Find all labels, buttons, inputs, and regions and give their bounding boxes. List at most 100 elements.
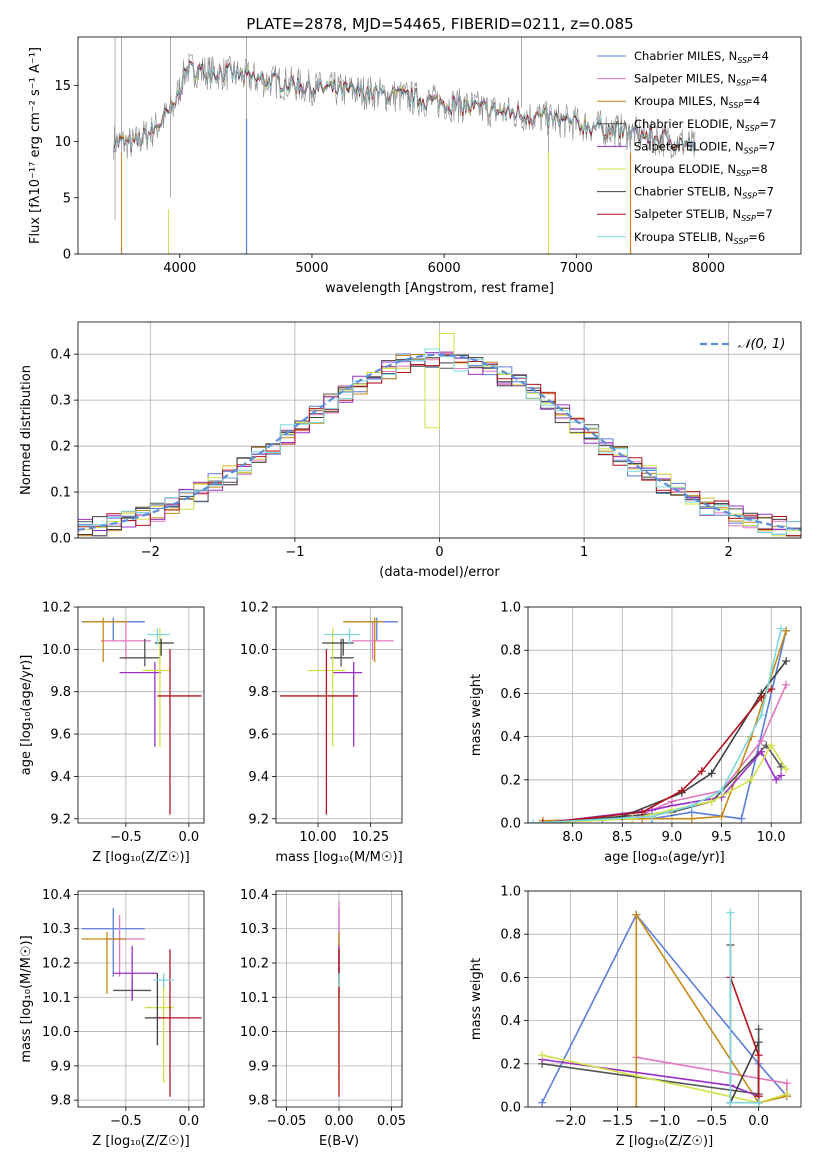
- panel-residuals: −2 −1 0 1 2 0.0 0.1 0.2 0.3 0.4 (data-model)/error…: [19, 321, 802, 580]
- x-tick-label: −1: [285, 545, 304, 560]
- y-tick-label: 0.8: [500, 644, 521, 659]
- panel-weight-vs-age: 8.0 8.5 9.0 9.5 10.0 0.0 0.2 0.4 0.6 0.8 1.0 age [l…: [469, 601, 802, 865]
- series-line: [542, 743, 782, 823]
- errorbar-point: [147, 628, 170, 646]
- series-line: [542, 630, 787, 822]
- legend-entry: Salpeter STELIB, NSSP=7: [634, 207, 773, 223]
- series-marker: [757, 693, 766, 702]
- series-marker: [782, 626, 791, 635]
- x-tick-label: 1: [580, 545, 588, 560]
- normal-curve: [78, 353, 801, 531]
- legend-label: Chabrier MILES, N: [634, 49, 737, 63]
- axes: 10.00 10.25 9.2 9.4 9.6 9.8 10.0 10.2 mass [log₁…: [240, 601, 403, 866]
- errorbar-point: [81, 617, 145, 641]
- gridlines: [78, 891, 204, 1107]
- x-tick-label: −0.5: [110, 830, 142, 845]
- y-tick-label: 10.2: [42, 957, 71, 972]
- series-marker: [747, 775, 756, 784]
- legend-label: Kroupa MILES, N: [634, 94, 729, 108]
- x-tick-label: 0.0: [179, 830, 200, 845]
- panel-age-vs-z: −0.5 0.0 9.2 9.4 9.6 9.8 10.0 10.2 Z [log₁₀(Z/Z☉…: [19, 601, 205, 865]
- x-tick-label: 0: [435, 545, 443, 560]
- legend-entry: 𝒩(0, 1): [738, 337, 785, 352]
- y-tick-label: 10.2: [240, 957, 269, 972]
- x-tick-label: 2: [725, 545, 733, 560]
- x-tick-label: 10.25: [352, 830, 389, 845]
- y-tick-label: 15: [54, 79, 71, 94]
- x-tick-label: 0.05: [377, 1114, 406, 1129]
- axes: −2 −1 0 1 2 0.0 0.1 0.2 0.3 0.4 (data-model)/error…: [19, 321, 802, 580]
- series-marker: [782, 680, 791, 689]
- panel-spectrum: 4000 5000 6000 7000 8000 0 5 10 15 wavelength [An…: [28, 15, 802, 296]
- plot-area: [528, 624, 791, 823]
- x-tick-label: −0.05: [267, 1114, 307, 1129]
- errorbar-point: [343, 617, 384, 663]
- x-tick-label: −0.5: [110, 1114, 142, 1129]
- x-axis-label: Z [log₁₀(Z/Z☉)]: [92, 1134, 189, 1149]
- axes: 8.0 8.5 9.0 9.5 10.0 0.0 0.2 0.4 0.6 0.8 1.0 age [l…: [469, 601, 802, 865]
- series-marker: [726, 1098, 735, 1107]
- errorbar-point: [322, 638, 354, 656]
- legend-label: Kroupa ELODIE, N: [634, 162, 736, 176]
- axes-frame: [77, 890, 205, 1108]
- legend-label: Salpeter ELODIE, N: [634, 139, 744, 153]
- series-line: [542, 630, 787, 823]
- series-line: [532, 628, 782, 823]
- y-tick-label: 0.0: [500, 817, 521, 832]
- x-tick-label: 8000: [692, 261, 725, 276]
- y-axis-label: age [log₁₀(age/yr)]: [19, 655, 34, 776]
- legend-tail: =4: [751, 72, 768, 86]
- legend-sub: SSP: [745, 124, 760, 133]
- x-tick-label: 10.0: [757, 830, 786, 845]
- y-tick-label: 0.8: [500, 928, 521, 943]
- errorbar-point: [144, 973, 174, 1083]
- series-marker: [754, 1025, 763, 1034]
- x-tick-label: 4000: [163, 261, 196, 276]
- series-line: [541, 1058, 759, 1097]
- series-marker: [767, 685, 776, 694]
- axes-frame: [527, 606, 802, 824]
- panel-mass-vs-z: −0.5 0.0 9.8 9.9 10.0 10.1 10.2 10.3 10.4 Z [log₁…: [19, 888, 205, 1149]
- spectrum-model-line: [113, 62, 695, 155]
- x-tick-label: 0.0: [179, 1114, 200, 1129]
- legend-tail: =4: [752, 49, 769, 63]
- y-tick-label: 10.4: [42, 888, 71, 903]
- axes: −0.5 0.0 9.8 9.9 10.0 10.1 10.2 10.3 10.4 Z [log₁…: [19, 888, 205, 1149]
- histogram-series: [78, 348, 801, 535]
- plot-area: [81, 617, 202, 815]
- series-marker: [754, 1098, 763, 1107]
- legend-sub: SSP: [729, 101, 744, 110]
- gridlines: [78, 606, 204, 823]
- plot-area: [78, 333, 801, 537]
- series-marker: [777, 771, 786, 780]
- x-axis-label: Z [log₁₀(Z/Z☉)]: [616, 1134, 713, 1149]
- x-tick-label: −0.5: [696, 1114, 728, 1129]
- y-tick-label: 9.8: [248, 685, 269, 700]
- axes: −0.05 0.00 0.05 9.8 9.9 10.0 10.1 10.2 10.3 10.4 E…: [240, 888, 406, 1149]
- y-tick-label: 9.9: [248, 1059, 269, 1074]
- series-marker: [717, 812, 726, 821]
- legend-sub: SSP: [742, 192, 757, 201]
- y-axis-label: mass [log₁₀(M/M☉)]: [19, 935, 34, 1062]
- series-line: [542, 688, 772, 823]
- series-marker: [726, 908, 735, 917]
- errorbar-point: [144, 973, 164, 1046]
- errorbar-point: [280, 649, 358, 815]
- x-tick-label: 9.5: [711, 830, 732, 845]
- y-tick-label: 10.4: [240, 888, 269, 903]
- errorbar-point: [119, 638, 160, 667]
- x-axis-label: Z [log₁₀(Z/Z☉)]: [92, 850, 189, 865]
- y-tick-label: 10.0: [240, 1025, 269, 1040]
- x-tick-label: 8.0: [562, 830, 583, 845]
- y-tick-label: 10.2: [42, 601, 71, 616]
- errorbar-point: [81, 908, 145, 977]
- y-tick-label: 0.6: [500, 687, 521, 702]
- series-marker: [632, 910, 641, 919]
- legend-entry: Salpeter ELODIE, NSSP=7: [634, 139, 775, 155]
- legend-entry: Kroupa STELIB, NSSP=6: [634, 230, 765, 246]
- series-marker: [757, 736, 766, 745]
- errorbar-point: [142, 628, 170, 747]
- x-tick-label: 5000: [295, 261, 328, 276]
